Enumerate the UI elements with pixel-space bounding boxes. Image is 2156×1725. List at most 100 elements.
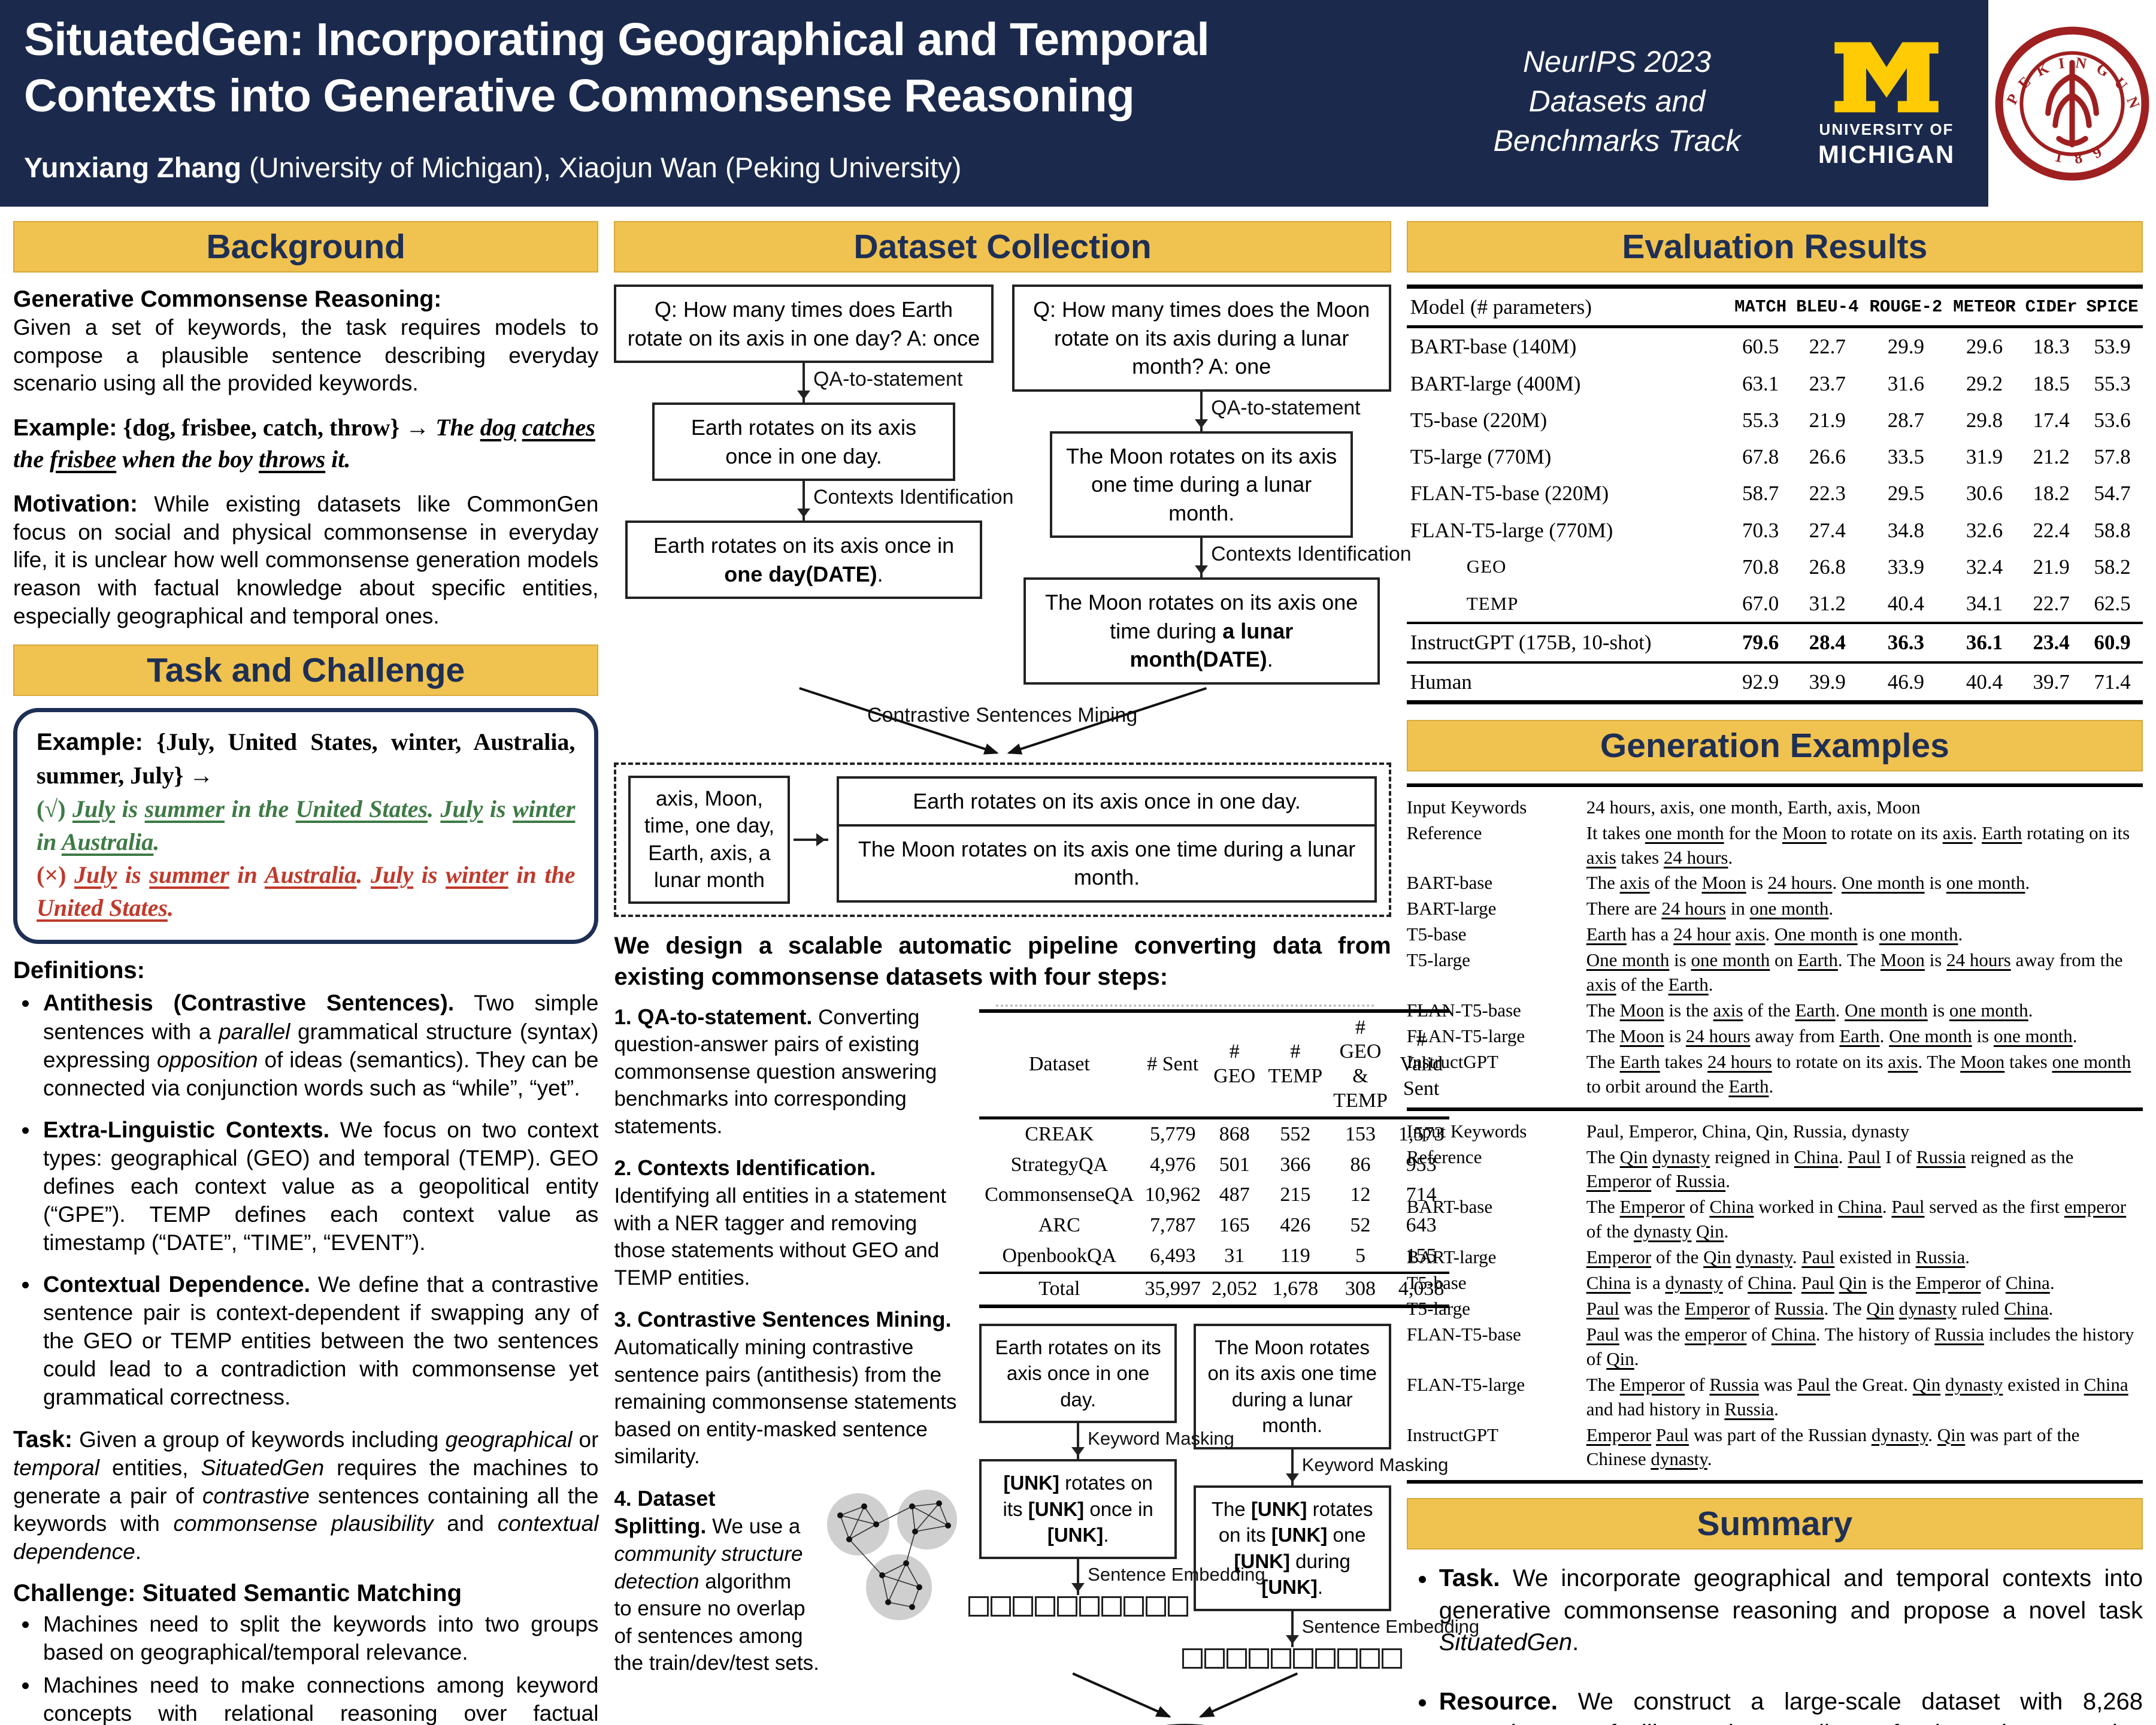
generation-text: The Emperor of China worked in China. Pa… [1586,1196,2127,1242]
definition-term: Extra-Linguistic Contexts. [43,1117,330,1143]
step-title: Contrastive Sentences Mining. [637,1307,952,1332]
table-cell: CommonsenseQA [985,1184,1134,1206]
table-cell: 308 [1345,1277,1376,1300]
generation-text: Emperor Paul was part of the Russian dyn… [1586,1424,2080,1470]
metric-value: 53.6 [2094,408,2131,432]
table-row: OpenbookQA 6,493 31 119 5 155 [979,1241,1449,1273]
metric-value: 58.2 [2094,555,2131,579]
down-arrow: Keyword Masking [1071,1423,1234,1460]
metric-value: 29.5 [1887,482,1925,506]
down-arrow: Keyword Masking [1285,1449,1448,1485]
embedding-vector [968,1596,1188,1617]
metric-value: 31.6 [1887,371,1925,395]
generation-source-label: FLAN-T5-base [1406,1323,1521,1345]
metric-column-header: BLEU-4 [1796,297,1859,317]
generation-row: BART-large There are 24 hours in one mont… [1407,897,2143,921]
generation-text: The axis of the Moon is 24 hours. One mo… [1586,872,2030,894]
metric-value: 63.1 [1742,371,1779,395]
generation-text: The Moon is the axis of the Earth. One m… [1586,1000,2033,1021]
step-title: Dataset Splitting. [614,1485,716,1539]
model-row: GEO 70.8 26.8 33.9 32.4 21.9 58.2 [1407,549,2143,585]
section-background: Background [13,221,599,273]
generation-source-label: FLAN-T5-large [1406,1373,1525,1395]
motivation: Motivation: While existing datasets like… [13,489,598,631]
generation-text: Paul, Emperor, China, Qin, Russia, dynas… [1586,1120,1910,1142]
model-row: Human 92.9 39.9 46.9 40.4 39.7 71.4 [1406,662,2143,703]
statement-box: The Moon rotates on its axis one time du… [1049,431,1353,538]
total-row: Total 35,997 2,052 1,678 308 4,038 [979,1272,1450,1306]
table-cell: 5 [1355,1245,1365,1267]
metric-column-header: CIDEr [2025,297,2078,317]
model-row: T5-large (770M) 67.8 26.6 33.5 31.9 21.2 57.8 [1407,438,2143,475]
summary-resource: Resource. We construct a large-scale dat… [1437,1685,2143,1725]
mask-left: Earth rotates on its axis once in one da… [968,1323,1265,1669]
arrow-label: Contexts Identification [1211,543,1412,566]
metric-value: 29.6 [1966,335,2003,359]
right-column: Evaluation Results Model (# parameters) M… [1406,221,2143,1725]
contrastive-mining-arrows: Contrastive Sentences Mining [799,686,1207,755]
challenge-list: Machines need to split the keywords into… [40,1611,598,1725]
background-example: Example: {dog, frisbee, catch, throw} → … [13,412,598,475]
summary-list: Task. We incorporate geographical and te… [1437,1561,2143,1725]
generation-source-label: InstructGPT [1406,1051,1498,1072]
table-cell: 6,493 [1149,1245,1196,1267]
generation-source-label: Input Keywords [1406,796,1527,818]
challenge-label: Challenge: Situated Semantic Matching [13,1580,462,1607]
model-row: FLAN-T5-base (220M) 58.7 22.3 29.5 30.6 18.2 5… [1407,475,2143,512]
masked-sentence-box: [UNK] rotates on its [UNK] once in [UNK]… [979,1459,1177,1559]
embedding-cell [990,1596,1011,1617]
column-header: # GEO [1213,1040,1256,1088]
embedding-cell [1145,1596,1166,1617]
generation-source-label: T5-large [1406,949,1470,971]
task-example-label: Example: [37,729,143,756]
task-label: Task: [13,1426,72,1452]
table-cell: 215 [1280,1184,1311,1206]
metric-value: 18.2 [2033,482,2070,506]
table-cell: 52 [1350,1214,1371,1237]
table-cell: 7,787 [1149,1214,1196,1237]
summary-body: We incorporate geographical and temporal… [1439,1565,2143,1656]
generation-row: BART-base The Emperor of China worked in … [1407,1195,2143,1244]
statement-box: Earth rotates on its axis once in one da… [652,402,956,482]
content-columns: Background Generative Commonsense Reason… [0,207,2156,1725]
challenge-bullet: Machines need to split the keywords into… [40,1611,598,1667]
section-summary: Summary [1406,1498,2143,1550]
definitions-label: Definitions: [13,957,145,984]
down-arrow: Sentence Embedding [1071,1558,1265,1595]
cosine-arrows [1072,1672,1298,1718]
metric-value: 32.4 [1966,555,2003,579]
metric-value: 28.4 [1809,631,1846,655]
metric-value: 22.3 [1809,482,1846,506]
table-row: ARC 7,787 165 426 52 643 [979,1210,1449,1241]
peking-university-seal: P E K I N G U N I V E R S I T Y 1 8 9 8 [1988,0,2156,207]
masked-sentence-box: The [UNK] rotates on its [UNK] one [UNK]… [1193,1485,1391,1611]
metric-value: 39.7 [2033,670,2070,694]
embedding-cell [1271,1648,1292,1669]
section-generation-examples: Generation Examples [1406,719,2143,771]
generation-row: Reference The Qin dynasty reigned in Chin… [1407,1145,2143,1194]
definition-term: Contextual Dependence. [43,1272,311,1297]
model-name: FLAN-T5-large (770M) [1410,518,1613,542]
model-name: T5-large (770M) [1410,445,1552,468]
source-datasets-table: Dataset # Sent # GEO # TEMP # GEO & TEMP # Va… [979,1009,1450,1308]
metric-value: 67.0 [1742,592,1779,615]
metric-value: 58.8 [2094,518,2131,542]
motivation-label: Motivation: [13,491,138,517]
table-row: CommonsenseQA 10,962 487 215 12 714 [979,1180,1449,1210]
generation-row: InstructGPT The Earth takes 24 hours to r… [1407,1050,2143,1099]
definition-contextual-dependence: Contextual Dependence. We define that a … [40,1270,598,1412]
left-column: Background Generative Commonsense Reason… [13,221,598,1725]
metric-value: 29.9 [1887,335,1925,359]
metric-value: 21.9 [2033,555,2070,579]
poster-title-line2: Contexts into Generative Commonsense Rea… [24,69,1135,122]
step-number: 3. [614,1308,632,1332]
generation-text: The Earth takes 24 hours to rotate on it… [1586,1051,2131,1097]
flow-right: Q: How many times does the Moon rotate o… [1012,285,1412,685]
table-cell: 4,976 [1149,1153,1196,1176]
generation-row: FLAN-T5-base Paul was the emperor of Chin… [1407,1322,2143,1372]
metric-value: 29.2 [1966,371,2003,395]
embedding-cell [1359,1648,1380,1669]
generation-source-label: Reference [1406,822,1482,843]
pair-sentence-1: Earth rotates on its axis once in one da… [837,776,1377,827]
